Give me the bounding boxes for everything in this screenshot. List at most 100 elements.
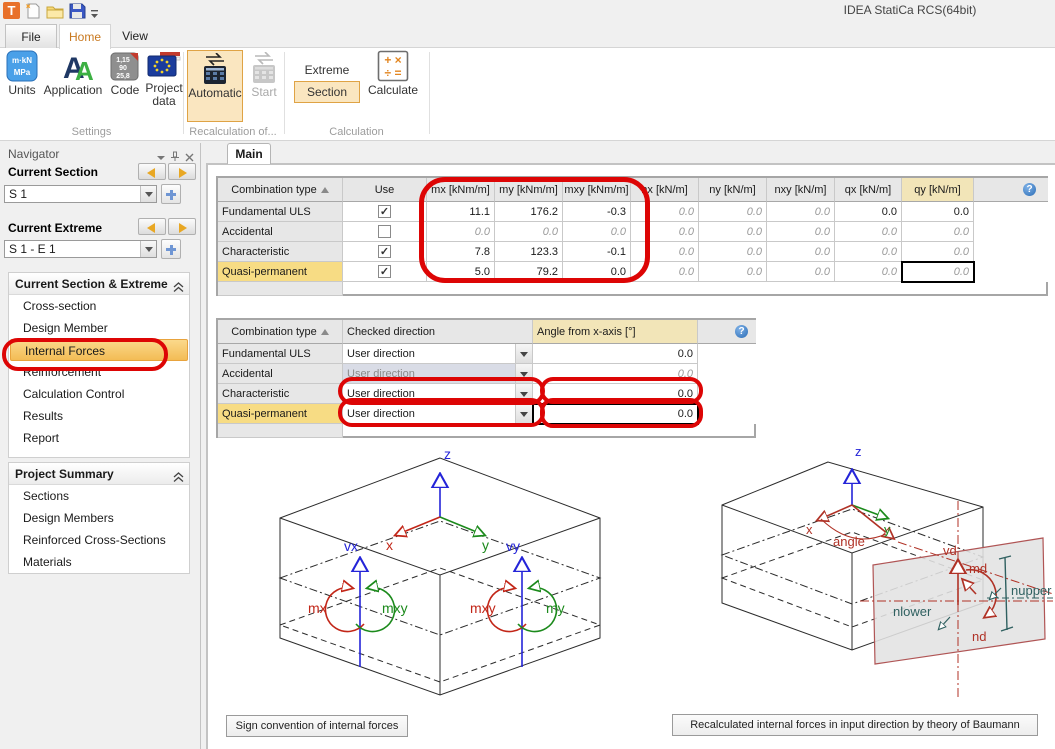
next-section-button[interactable] [168,163,196,180]
value-cell[interactable]: 0.0 [631,202,699,222]
project-summary-group-header[interactable]: Project Summary [9,463,189,485]
dropdown-caret-icon[interactable] [515,404,532,423]
value-cell[interactable]: 11.1 [427,202,495,222]
sidebar-item-cross-section[interactable]: Cross-section [23,299,97,313]
navigator-menu-caret-icon[interactable] [156,149,166,167]
column-header[interactable]: my [kNm/m] [495,178,563,202]
tab-view[interactable]: View [122,29,148,43]
value-cell[interactable]: 0.0 [835,242,902,262]
sidebar-item-materials[interactable]: Materials [23,555,72,569]
use-cell[interactable] [343,222,427,242]
sidebar-item-design-members[interactable]: Design Members [23,511,114,525]
checkbox-unchecked-icon[interactable] [378,225,391,238]
value-cell[interactable]: 0.0 [699,222,767,242]
column-header[interactable]: Use [343,178,427,202]
value-cell[interactable]: 0.0 [699,242,767,262]
angle-cell[interactable]: 0.0 [533,364,698,384]
value-cell[interactable]: 0.0 [631,222,699,242]
angle-cell[interactable]: 0.0 [533,404,698,424]
column-header[interactable]: qy [kN/m] [902,178,974,202]
use-cell[interactable]: ✓ [343,262,427,282]
dropdown-caret-icon[interactable] [515,384,532,403]
row-label-cell[interactable]: Fundamental ULS [218,202,343,222]
value-cell[interactable]: 0.0 [835,202,902,222]
value-cell[interactable]: 0.0 [767,222,835,242]
open-folder-icon[interactable] [46,2,64,20]
column-header[interactable]: qx [kN/m] [835,178,902,202]
combo-caret-icon[interactable] [140,241,156,257]
prev-extreme-button[interactable] [138,218,166,235]
sidebar-item-results[interactable]: Results [23,409,64,423]
value-cell[interactable]: 0.0 [631,242,699,262]
value-cell[interactable]: 0.0 [902,262,974,282]
section-extreme-group-header[interactable]: Current Section & Extreme [9,273,189,295]
prev-section-button[interactable] [138,163,166,180]
checkbox-checked-icon[interactable]: ✓ [378,245,391,258]
add-section-button[interactable] [161,184,181,204]
value-cell[interactable]: 79.2 [495,262,563,282]
sidebar-item-report[interactable]: Report [23,431,60,445]
column-header[interactable]: nx [kN/m] [631,178,699,202]
tab-main[interactable]: Main [227,143,271,164]
row-label-cell[interactable]: Quasi-permanent [218,262,343,282]
sidebar-item-design-member[interactable]: Design Member [23,321,108,335]
row-label-cell[interactable]: Characteristic [218,242,343,262]
row-label-cell[interactable]: Accidental [218,364,343,384]
current-extreme-combobox[interactable]: S 1 - E 1 [4,240,157,258]
value-cell[interactable]: 0.0 [767,262,835,282]
project-data-button[interactable]: Project data [144,50,184,108]
value-cell[interactable]: 0.0 [835,222,902,242]
value-cell[interactable]: 0.0 [902,242,974,262]
value-cell[interactable]: 7.8 [427,242,495,262]
quick-access-caret-icon[interactable] [90,6,108,24]
extreme-option[interactable]: Extreme [304,63,350,77]
column-header[interactable]: ny [kN/m] [699,178,767,202]
code-button[interactable]: 1,15 90 25,8 Code [106,50,144,97]
save-icon[interactable] [68,2,86,20]
row-label-cell[interactable]: Fundamental ULS [218,344,343,364]
units-button[interactable]: m·kN MPa Units [2,50,42,97]
value-cell[interactable]: 0.0 [631,262,699,282]
combo-caret-icon[interactable] [140,186,156,202]
collapse-chevron-icon[interactable] [173,468,184,484]
checkbox-checked-icon[interactable]: ✓ [378,265,391,278]
column-header[interactable]: nxy [kN/m] [767,178,835,202]
dropdown-caret-icon[interactable] [515,364,532,383]
value-cell[interactable]: 0.0 [563,262,631,282]
direction-dropdown[interactable]: User direction [343,364,533,384]
help-icon[interactable]: ? [1023,183,1036,196]
sidebar-item-internal-forces[interactable]: Internal Forces [10,339,188,361]
tab-file[interactable]: File [5,24,57,48]
value-cell[interactable]: 0.0 [902,222,974,242]
app-logo-icon[interactable]: T [3,2,21,20]
column-header[interactable]: mx [kNm/m] [427,178,495,202]
tab-home[interactable]: Home [59,24,111,49]
value-cell[interactable]: 0.0 [427,222,495,242]
add-extreme-button[interactable] [161,239,181,259]
column-header[interactable]: mxy [kNm/m] [563,178,631,202]
angle-cell[interactable]: 0.0 [533,384,698,404]
value-cell[interactable]: 0.0 [902,202,974,222]
value-cell[interactable]: 123.3 [495,242,563,262]
section-option[interactable]: Section [294,81,360,103]
next-extreme-button[interactable] [168,218,196,235]
sidebar-item-reinforcement[interactable]: Reinforcement [23,365,102,379]
collapse-chevron-icon[interactable] [173,278,184,294]
value-cell[interactable]: -0.1 [563,242,631,262]
navigator-close-icon[interactable] [185,149,194,167]
value-cell[interactable]: 5.0 [427,262,495,282]
use-cell[interactable]: ✓ [343,202,427,222]
direction-dropdown[interactable]: User direction [343,404,533,424]
column-header[interactable]: Checked direction [343,320,533,344]
column-header[interactable]: Angle from x-axis [°] [533,320,698,344]
column-header[interactable]: Combination type [218,178,343,202]
value-cell[interactable]: 0.0 [495,222,563,242]
direction-dropdown[interactable]: User direction [343,384,533,404]
navigator-pin-icon[interactable] [170,149,180,167]
sidebar-item-calculation-control[interactable]: Calculation Control [23,387,125,401]
value-cell[interactable]: 0.0 [767,202,835,222]
value-cell[interactable]: 0.0 [563,222,631,242]
current-section-combobox[interactable]: S 1 [4,185,157,203]
application-button[interactable]: A A Application [42,50,104,97]
direction-dropdown[interactable]: User direction [343,344,533,364]
